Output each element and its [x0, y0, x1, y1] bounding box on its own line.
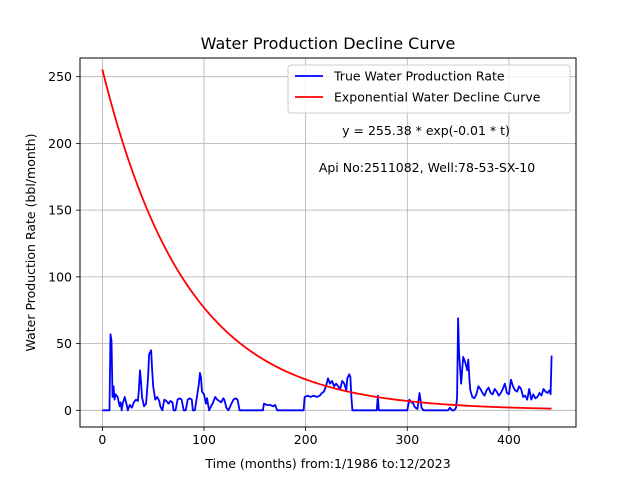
axis-ticks: 0 100 200 300 400 0 50 100 150 200 250: [48, 69, 521, 447]
y-tick-label: 50: [56, 336, 72, 351]
legend-box: [287, 64, 571, 114]
series-true-water-production-rate: [102, 317, 553, 412]
plot-frame: [79, 57, 577, 428]
y-tick-label: 0: [64, 403, 72, 418]
y-tick-label: 150: [48, 203, 72, 218]
legend: True Water Production Rate Exponential W…: [287, 64, 571, 114]
y-tick-label: 200: [48, 136, 72, 151]
y-tick-label: 100: [48, 269, 72, 284]
series-layer: [101, 69, 553, 412]
x-tick-label: 300: [395, 432, 419, 447]
series-exponential-water-decline-curve: [101, 69, 552, 410]
well-annotation: Api No:2511082, Well:78-53-SX-10: [319, 160, 535, 175]
legend-label-decline-curve: Exponential Water Decline Curve: [334, 90, 541, 105]
x-tick-label: 0: [98, 432, 106, 447]
equation-annotation: y = 255.38 * exp(-0.01 * t): [342, 123, 510, 138]
x-tick-label: 200: [294, 432, 318, 447]
legend-label-true-rate: True Water Production Rate: [333, 69, 505, 84]
y-tick-label: 250: [48, 69, 72, 84]
x-tick-label: 100: [192, 432, 216, 447]
chart-title: Water Production Decline Curve: [201, 34, 456, 53]
y-axis-label: Water Production Rate (bbl/month): [23, 134, 38, 352]
x-axis-label: Time (months) from:1/1986 to:12/2023: [204, 456, 450, 471]
x-tick-label: 400: [497, 432, 521, 447]
